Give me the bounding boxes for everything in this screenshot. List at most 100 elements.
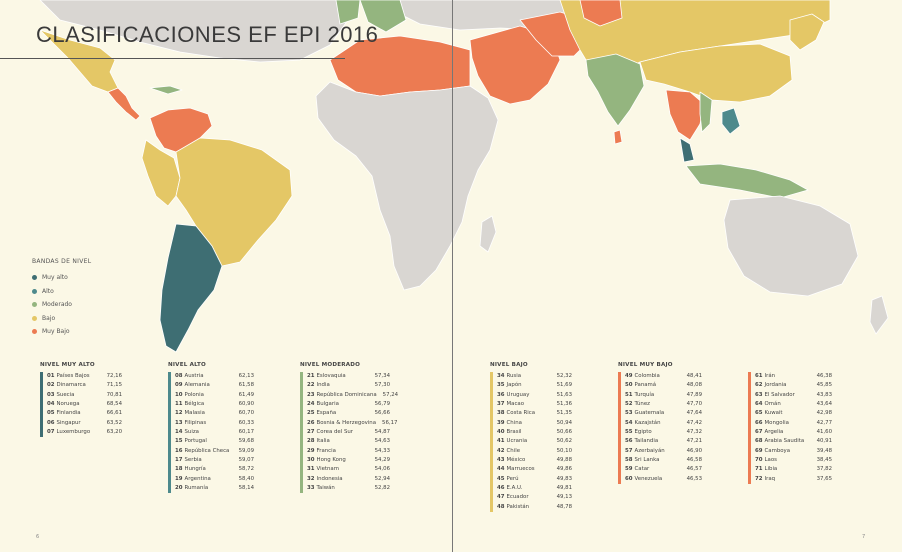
ranking-entry: 12 Malasia xyxy=(175,409,205,418)
country-name: China xyxy=(506,419,522,426)
rank-number: 60 xyxy=(625,475,633,482)
rank-number: 69 xyxy=(755,447,763,454)
rank-number: 67 xyxy=(755,428,763,435)
ranking-row: 09 Alemania 61,58 xyxy=(175,381,254,390)
level-column: 61 Irán 46,38 62 Jordania 45,85 63 El Salvador 4… xyxy=(748,362,832,484)
ranking-row: 06 Singapur 63,52 xyxy=(47,419,122,428)
score-value: 52,94 xyxy=(374,475,390,482)
ranking-row: 02 Dinamarca 71,15 xyxy=(47,381,122,390)
country-name: Macao xyxy=(506,400,525,407)
rank-number: 08 xyxy=(175,373,183,379)
country-name: Jordania xyxy=(764,382,787,389)
country-name: Hungría xyxy=(184,466,206,473)
ranking-entry: 51 Turquía xyxy=(625,391,654,400)
score-value: 50,62 xyxy=(556,438,572,445)
score-value: 61,58 xyxy=(238,382,254,389)
level-color-bar xyxy=(490,372,493,512)
ranking-entry: 62 Jordania xyxy=(755,381,786,390)
level-title: NIVEL ALTO xyxy=(168,362,206,368)
score-value: 42,98 xyxy=(816,410,832,417)
score-value: 50,94 xyxy=(556,419,572,426)
score-value: 49,83 xyxy=(556,475,572,482)
country-name: Rusia xyxy=(506,373,522,379)
score-value: 46,38 xyxy=(816,373,832,379)
region-india xyxy=(585,53,645,127)
score-value: 60,70 xyxy=(238,410,254,417)
country-name: Argelia xyxy=(764,428,784,435)
rank-number: 50 xyxy=(625,382,633,389)
legend-item: Alto xyxy=(32,285,91,299)
ranking-entry: 39 China xyxy=(497,419,522,428)
rank-number: 20 xyxy=(175,484,183,491)
ranking-row: 23 República Dominicana 57,24 xyxy=(307,391,398,400)
ranking-row: 60 Venezuela 46,53 xyxy=(625,475,702,484)
ranking-entry: 47 Ecuador xyxy=(497,493,529,502)
country-name: Eslovaquia xyxy=(316,373,346,379)
score-value: 46,58 xyxy=(686,456,702,463)
score-value: 59,09 xyxy=(238,447,254,454)
level-color-bar xyxy=(168,372,171,494)
score-value: 46,53 xyxy=(686,475,702,482)
level-title: NIVEL BAJO xyxy=(490,362,528,368)
country-name: Kazajstán xyxy=(634,419,661,426)
country-name: Brasil xyxy=(506,428,522,435)
ranking-entry: 46 E.A.U. xyxy=(497,484,523,493)
rank-number: 32 xyxy=(307,475,315,482)
ranking-row: 19 Argentina 58,40 xyxy=(175,475,254,484)
region-brazil xyxy=(175,137,293,267)
ranking-entry: 08 Austria xyxy=(175,372,204,381)
ranking-entry: 14 Suiza xyxy=(175,428,199,437)
ranking-entry: 17 Serbia xyxy=(175,456,202,465)
score-value: 47,89 xyxy=(686,391,702,398)
score-value: 48,08 xyxy=(686,382,702,389)
score-value: 51,69 xyxy=(556,382,572,389)
ranking-row: 59 Catar 46,57 xyxy=(625,465,702,474)
ranking-row: 20 Rumanía 58,14 xyxy=(175,484,254,493)
rank-number: 23 xyxy=(307,391,315,398)
ranking-row: 45 Perú 49,83 xyxy=(497,475,572,484)
ranking-row: 70 Laos 38,45 xyxy=(755,456,832,465)
ranking-entry: 31 Vietnam xyxy=(307,465,339,474)
ranking-entry: 69 Camboya xyxy=(755,447,790,456)
rank-number: 41 xyxy=(497,438,505,445)
ranking-entry: 70 Laos xyxy=(755,456,777,465)
rank-number: 30 xyxy=(307,456,315,463)
rank-number: 61 xyxy=(755,373,763,379)
ranking-entry: 63 El Salvador xyxy=(755,391,795,400)
ranking-row: 12 Malasia 60,70 xyxy=(175,409,254,418)
country-name: Túnez xyxy=(634,400,650,407)
ranking-entry: 15 Portugal xyxy=(175,437,207,446)
rank-number: 10 xyxy=(175,391,183,398)
country-name: Filipinas xyxy=(184,419,207,426)
ranking-entry: 67 Argelia xyxy=(755,428,783,437)
level-color-bar xyxy=(748,372,751,484)
ranking-row: 43 México 49,88 xyxy=(497,456,572,465)
ranking-row: 18 Hungría 58,72 xyxy=(175,465,254,474)
score-value: 68,54 xyxy=(106,400,122,407)
score-value: 41,60 xyxy=(816,428,832,435)
rank-number: 46 xyxy=(497,484,505,491)
score-value: 66,61 xyxy=(106,410,122,417)
ranking-row: 51 Turquía 47,89 xyxy=(625,391,702,400)
ranking-row: 34 Rusia 52,32 xyxy=(497,372,572,381)
region-malaysia xyxy=(679,137,695,163)
score-value: 39,48 xyxy=(816,447,832,454)
country-name: Omán xyxy=(764,400,781,407)
region-europe-west xyxy=(359,0,407,33)
score-value: 47,42 xyxy=(686,419,702,426)
rank-number: 11 xyxy=(175,400,183,407)
country-name: Alemania xyxy=(184,382,210,389)
rank-number: 18 xyxy=(175,466,183,473)
ranking-row: 40 Brasil 50,66 xyxy=(497,428,572,437)
rank-number: 36 xyxy=(497,391,505,398)
score-value: 50,10 xyxy=(556,447,572,454)
score-value: 49,88 xyxy=(556,456,572,463)
rank-number: 06 xyxy=(47,419,55,426)
score-value: 70,81 xyxy=(106,391,122,398)
country-name: Argentina xyxy=(184,475,211,482)
rank-number: 24 xyxy=(307,400,315,407)
page-fold xyxy=(452,0,453,552)
level-list: 21 Eslovaquia 57,34 22 India 57,30 23 República… xyxy=(300,372,398,494)
score-value: 60,33 xyxy=(238,419,254,426)
title-underline xyxy=(0,58,345,59)
